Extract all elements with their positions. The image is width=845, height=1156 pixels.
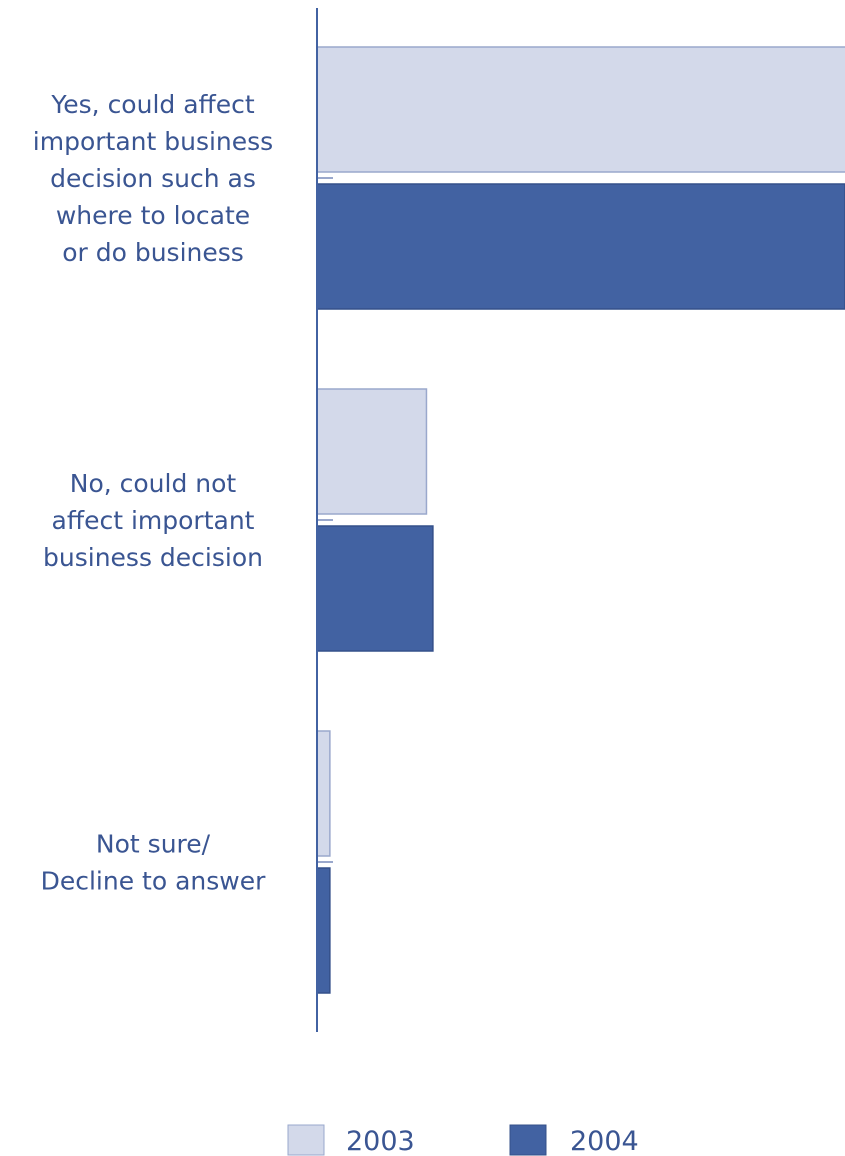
bar-2003-1 (316, 388, 428, 515)
category-label-2: Not sure/Decline to answer (41, 830, 267, 896)
category-label-line: affect important (52, 506, 255, 535)
category-label-1: No, could not affect important business de… (43, 469, 263, 572)
bar-2004-1 (316, 525, 434, 652)
legend-label-2003: 2003 (346, 1126, 415, 1156)
legend-swatch-2004 (509, 1124, 547, 1156)
bar-2004-2 (316, 867, 331, 994)
bar-2004-0 (316, 183, 845, 310)
category-label-line: where to locate (56, 201, 250, 230)
legend-swatch-2003 (287, 1124, 325, 1156)
category-label-line: No, could not (70, 469, 237, 498)
legend-label-2004: 2004 (570, 1126, 639, 1156)
category-label-line: Not sure/ (96, 830, 211, 859)
category-label-line: or do business (62, 238, 244, 267)
bar-2003-0 (316, 46, 845, 173)
category-label-line: Yes, could affect (50, 90, 255, 119)
bar-2003-2 (316, 730, 331, 857)
category-label-line: Decline to answer (41, 867, 267, 896)
category-label-line: business decision (43, 543, 263, 572)
category-label-line: decision such as (50, 164, 256, 193)
category-label-line: important business (33, 127, 273, 156)
category-label-0: Yes, could affect important business decis… (33, 90, 273, 267)
